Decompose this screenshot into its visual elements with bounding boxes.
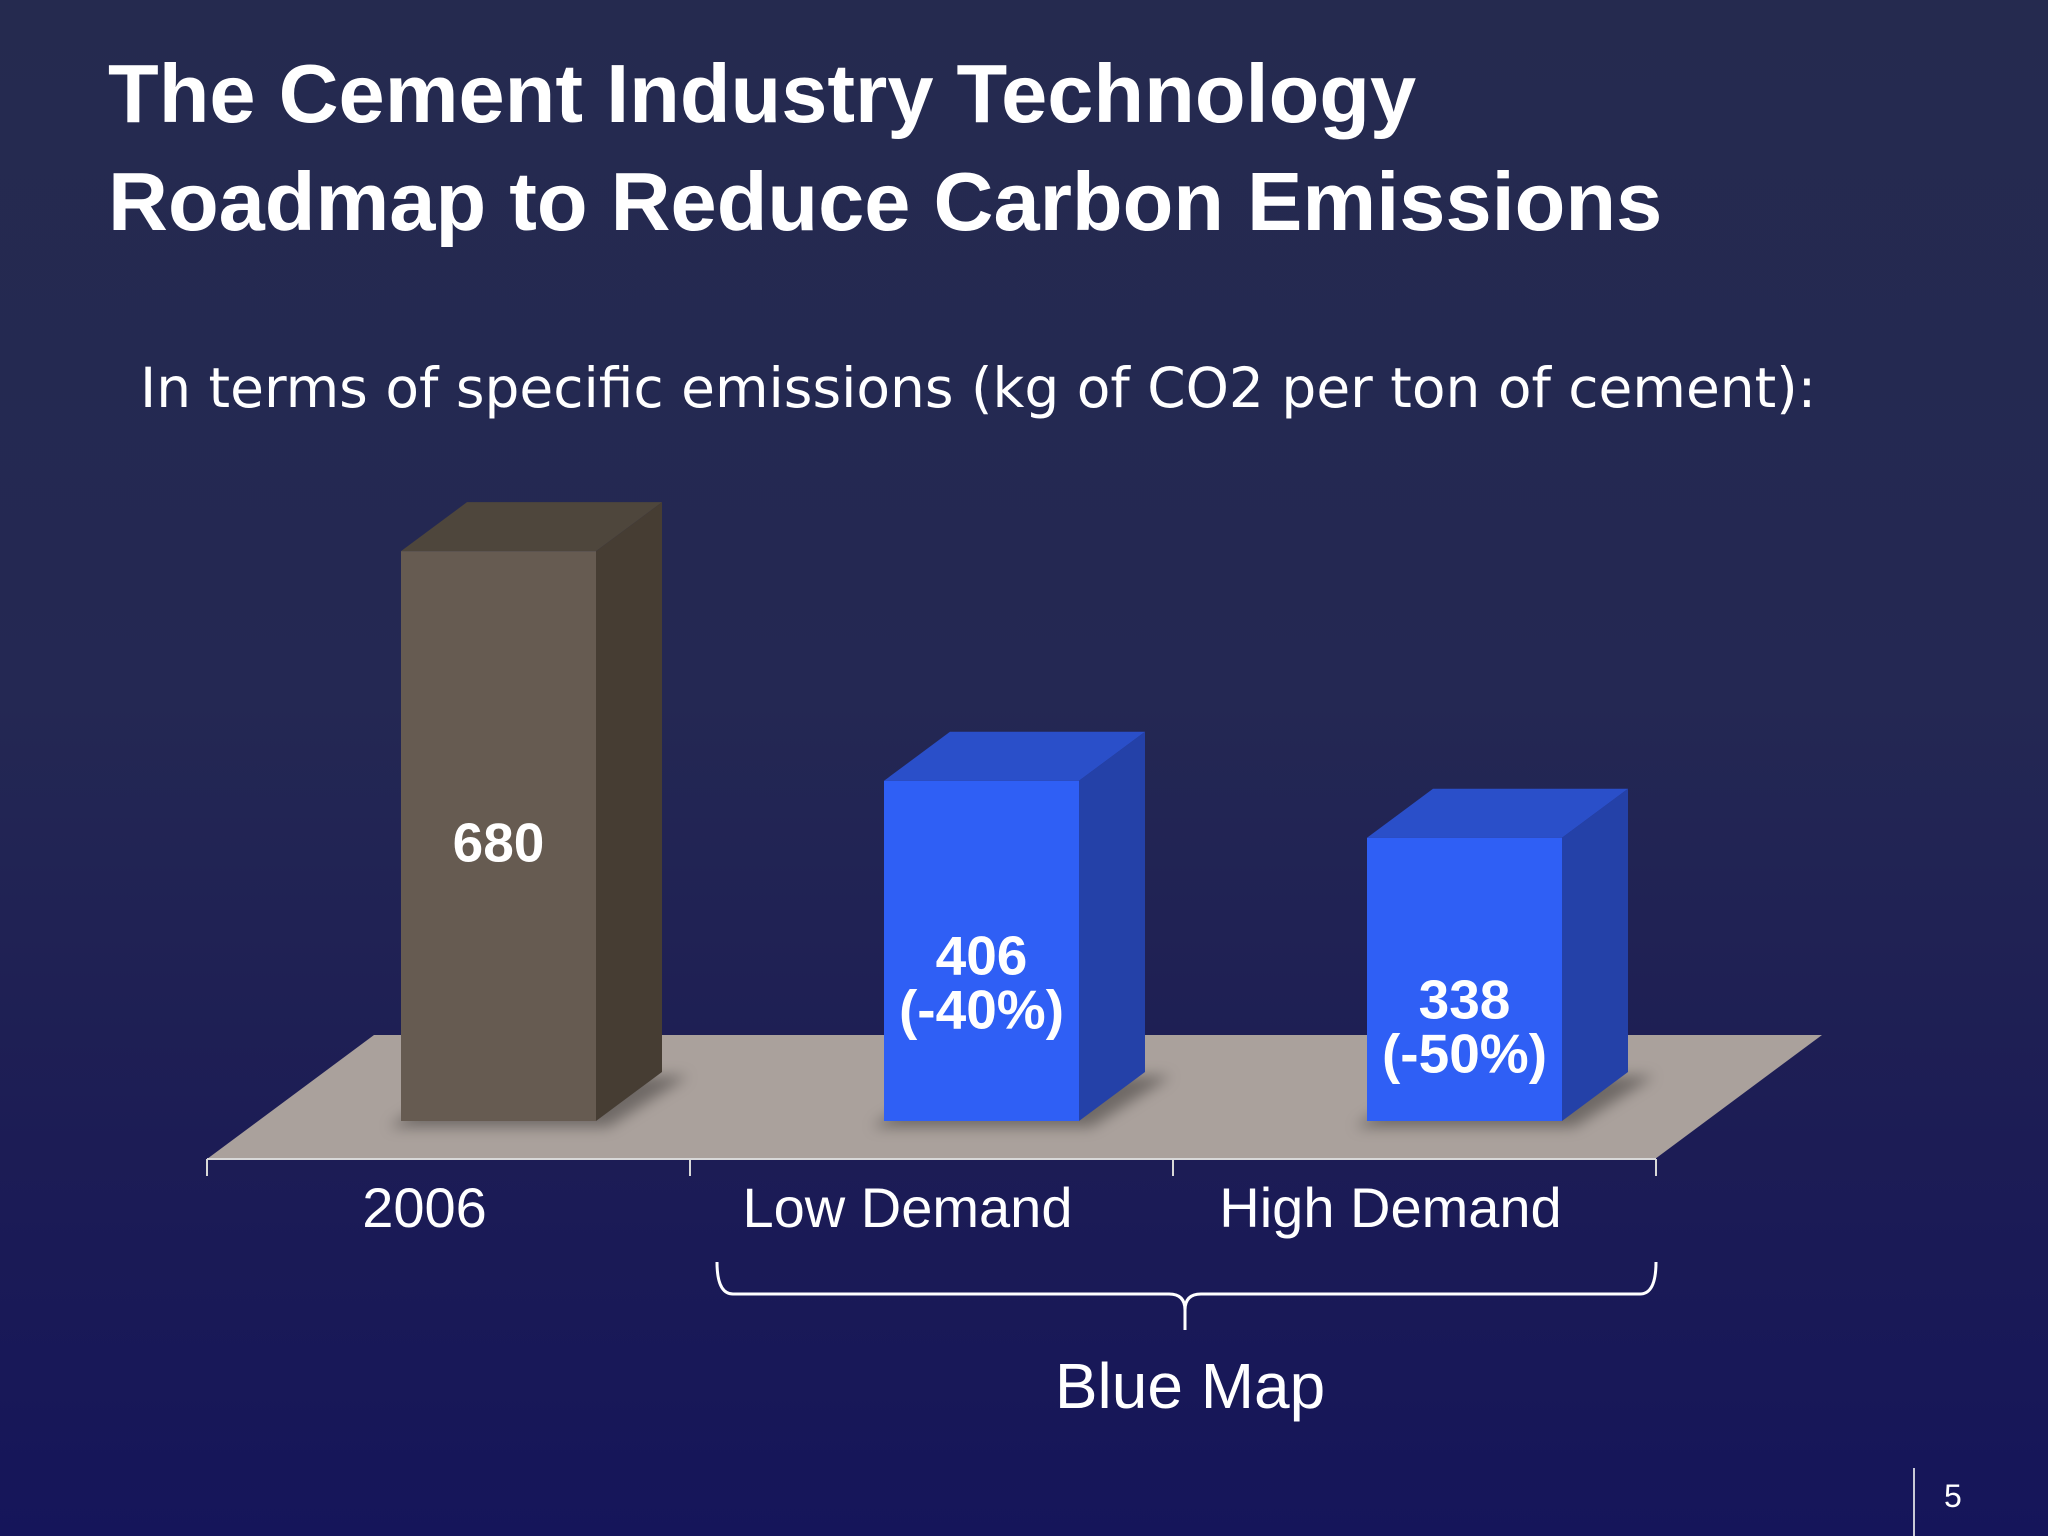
data-label-high-demand-change: (-50%) — [1382, 1023, 1547, 1085]
category-label-2006: 2006 — [362, 1176, 487, 1239]
category-label-high-demand: High Demand — [1219, 1176, 1561, 1239]
data-label-2006-value: 680 — [453, 812, 545, 874]
bar-side-low-demand — [1079, 731, 1145, 1121]
bar-top-high-demand — [1367, 788, 1628, 838]
bar-2006 — [401, 502, 662, 1121]
slide-title-line-1: The Cement Industry Technology — [108, 47, 1417, 140]
bar-top-2006 — [401, 502, 662, 552]
page-number: 5 — [1944, 1478, 1962, 1514]
blue-map-label: Blue Map — [1055, 1350, 1325, 1422]
category-label-low-demand: Low Demand — [743, 1176, 1073, 1239]
data-label-low-demand-value: 406 — [936, 925, 1028, 987]
bar-series — [401, 502, 1628, 1121]
blue-map-brace — [715, 1261, 1658, 1330]
data-label-high-demand-value: 338 — [1419, 969, 1511, 1031]
bar-side-2006 — [596, 502, 662, 1121]
bar-high-demand — [1367, 788, 1628, 1121]
footer-divider — [1913, 1468, 1915, 1536]
slide-title: The Cement Industry Technology Roadmap t… — [108, 40, 1662, 256]
bar-front-high-demand — [1367, 837, 1562, 1121]
bar-front-2006 — [401, 551, 596, 1121]
category-labels: 2006 Low Demand High Demand — [362, 1176, 1561, 1239]
data-label-low-demand-change: (-40%) — [899, 979, 1064, 1041]
bar-low-demand — [884, 731, 1145, 1121]
bar-side-high-demand — [1562, 788, 1628, 1121]
chart-subtitle: In terms of specific emissions (kg of CO… — [140, 356, 1817, 420]
category-axis — [206, 1158, 1657, 1176]
bar-front-low-demand — [884, 780, 1079, 1121]
slide-title-line-2: Roadmap to Reduce Carbon Emissions — [108, 155, 1663, 248]
bar-data-labels: 680 406(-40%) 338(-50%) — [453, 812, 1547, 1085]
bar-top-low-demand — [884, 731, 1145, 781]
